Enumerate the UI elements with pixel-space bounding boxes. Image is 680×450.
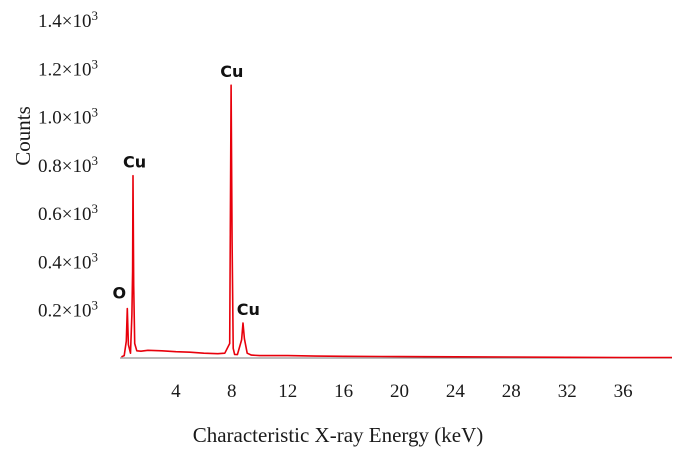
y-tick-label: 1.4×103 <box>38 8 98 32</box>
y-axis-tick-labels: 0.2×103 0.4×103 0.6×103 0.8×103 1.0×103 1.2×1… <box>38 8 98 322</box>
peak-annotations: O Cu Cu Cu <box>112 62 259 319</box>
y-tick-label: 0.6×103 <box>38 201 98 225</box>
x-tick-label: 4 <box>171 381 181 402</box>
y-tick-label: 0.8×103 <box>38 153 98 177</box>
peak-label: O <box>112 284 126 303</box>
x-tick-label: 36 <box>614 381 633 402</box>
x-tick-label: 32 <box>558 381 577 402</box>
peak-label: Cu <box>220 62 243 81</box>
peak-label: Cu <box>237 300 260 319</box>
x-tick-label: 20 <box>390 381 409 402</box>
x-tick-label: 24 <box>446 381 466 402</box>
peak-label: Cu <box>123 153 146 172</box>
y-tick-label: 1.0×103 <box>38 105 98 129</box>
x-tick-label: 16 <box>334 381 353 402</box>
y-tick-label: 0.4×103 <box>38 249 98 273</box>
x-tick-label: 12 <box>278 381 297 402</box>
y-tick-label: 1.2×103 <box>38 56 98 80</box>
spectrum-line <box>121 84 672 359</box>
spectrum-series <box>121 84 672 359</box>
y-tick-label: 0.2×103 <box>38 298 98 322</box>
y-axis-title: Counts <box>11 106 35 166</box>
x-tick-label: 28 <box>502 381 521 402</box>
x-tick-label: 8 <box>227 381 237 402</box>
x-axis-tick-labels: 4 8 12 16 20 24 28 32 36 <box>171 381 632 402</box>
x-axis-title: Characteristic X-ray Energy (keV) <box>193 423 484 447</box>
